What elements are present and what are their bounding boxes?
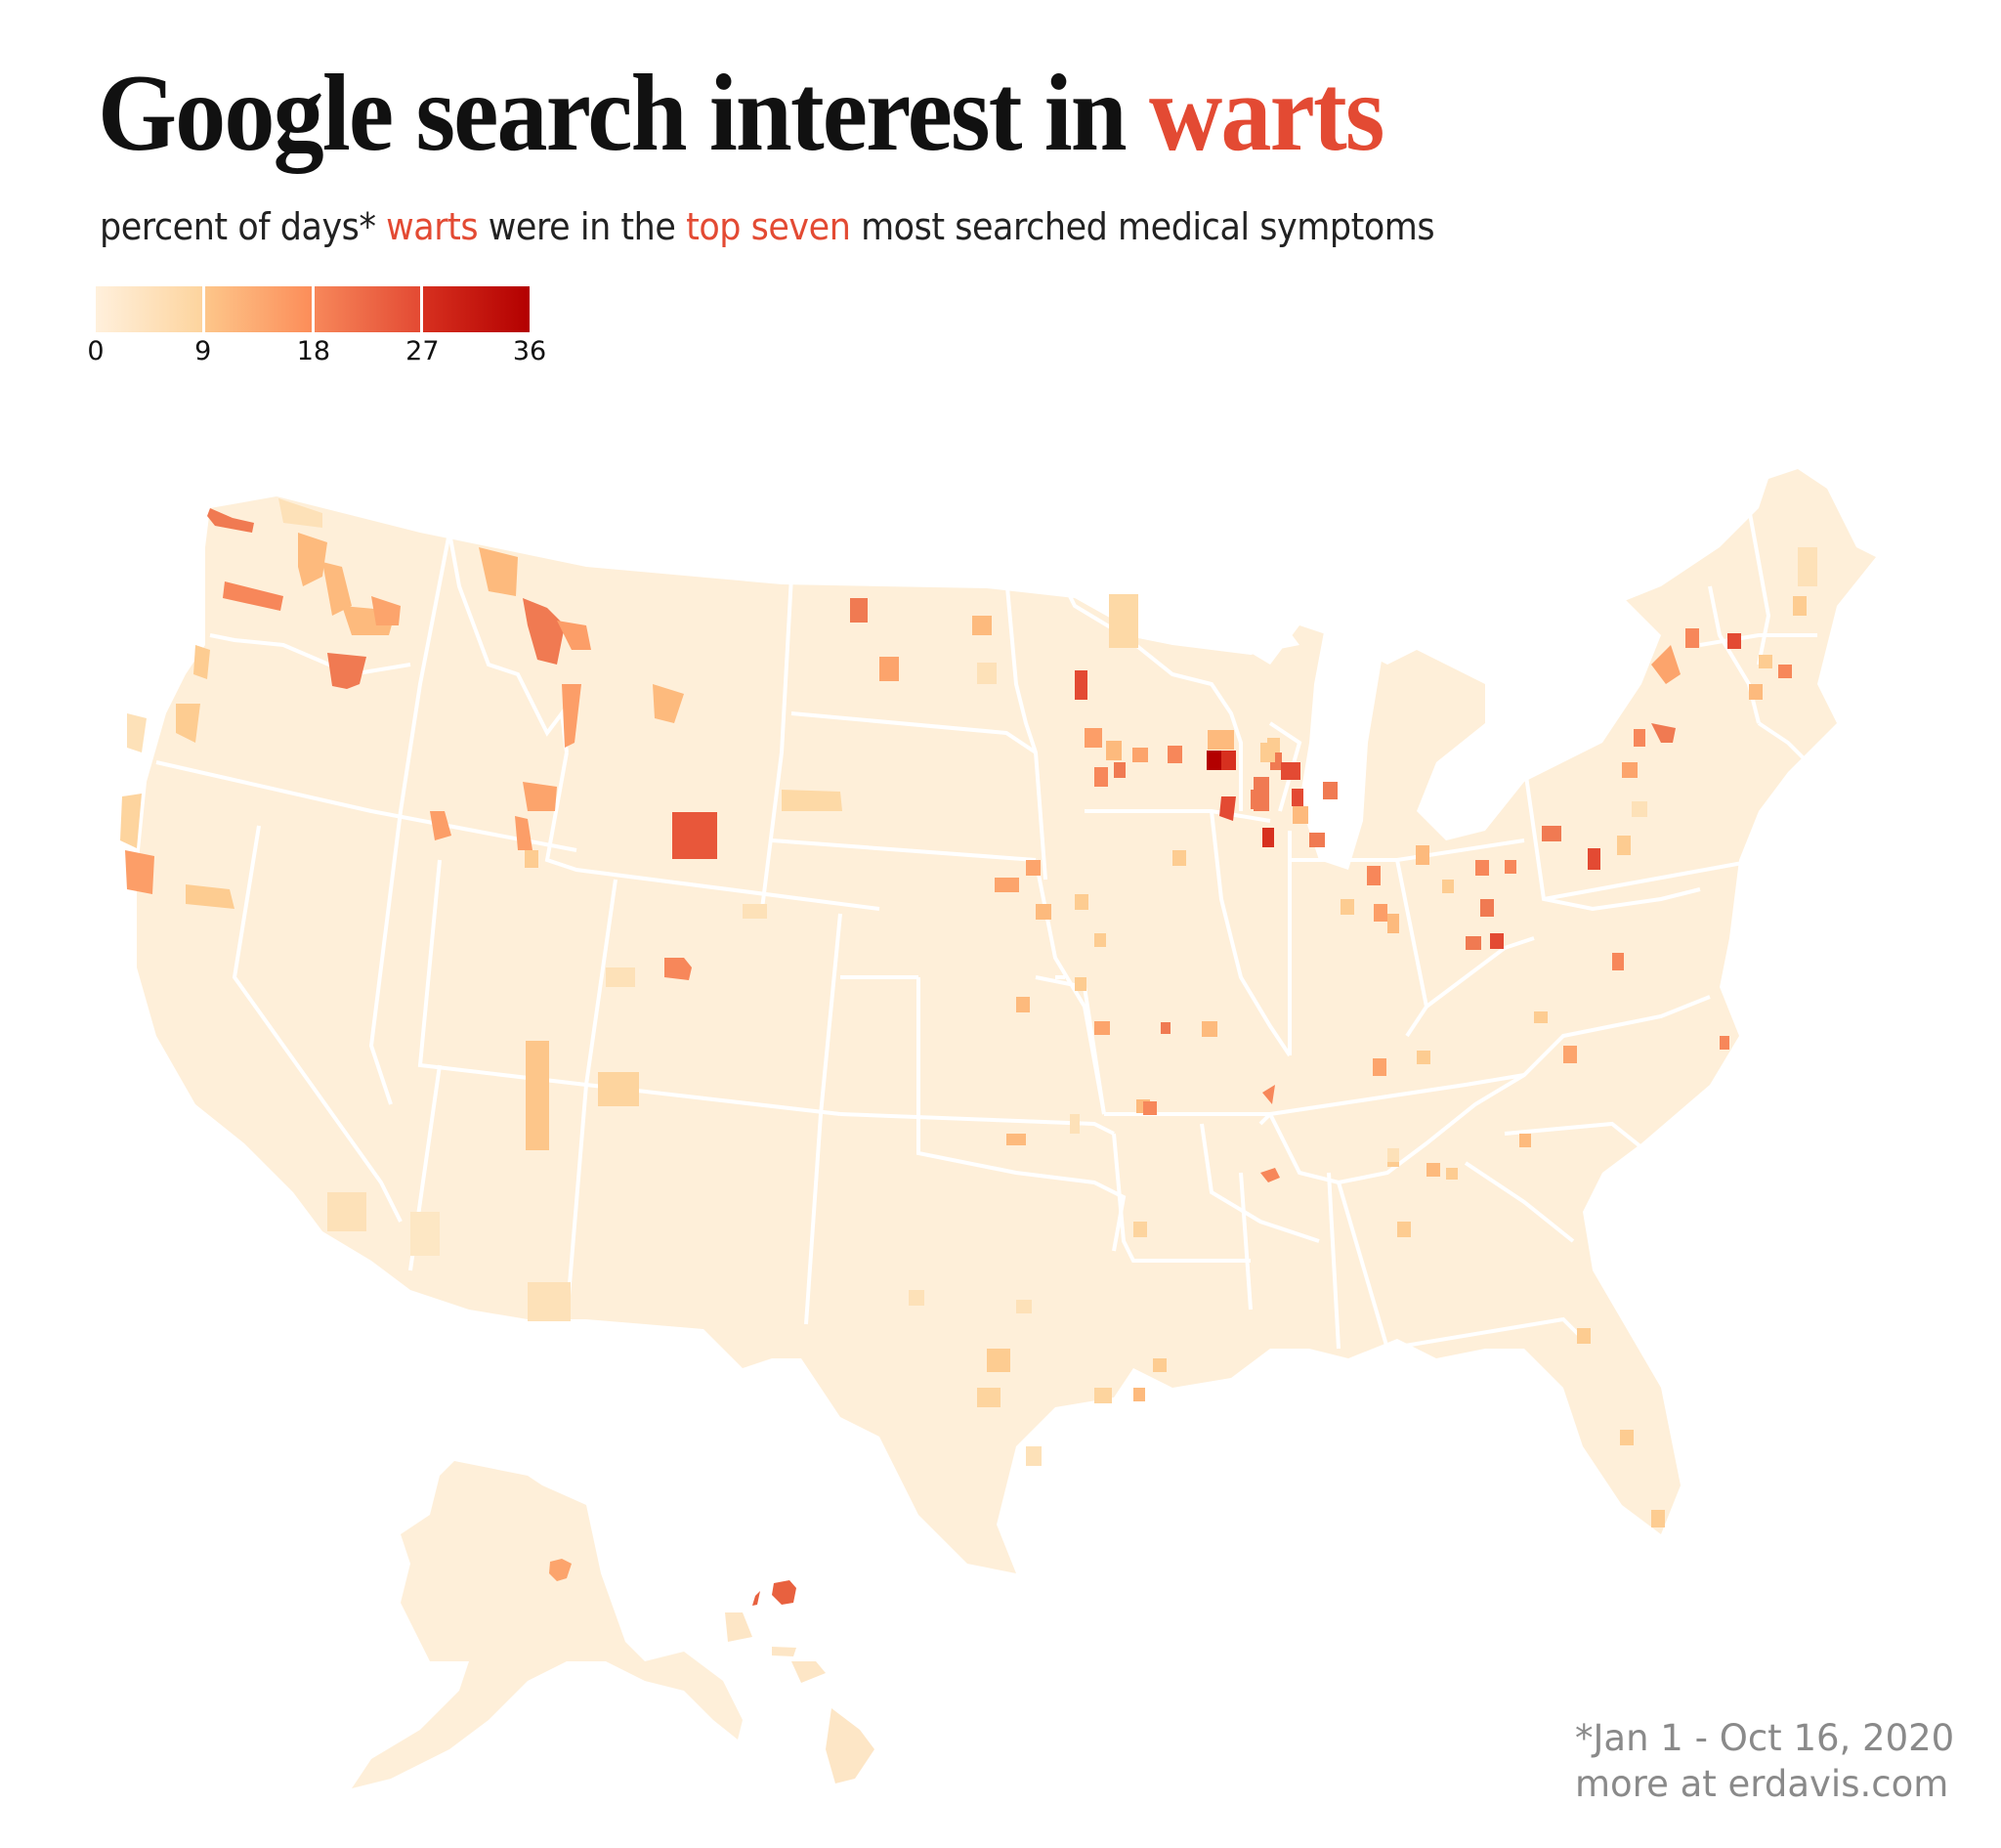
- chart-subtitle: percent of days* warts were in the top s…: [100, 205, 1435, 248]
- legend-tick: 0: [87, 336, 105, 366]
- legend-segment-27-36: [423, 286, 530, 332]
- legend-color-bar: [96, 286, 530, 332]
- subtitle-highlight-warts: warts: [386, 205, 479, 248]
- subtitle-text: percent of days*: [100, 205, 387, 248]
- legend-tick: 18: [296, 336, 331, 366]
- legend-tick: 9: [194, 336, 212, 366]
- hawaii-inset: [725, 1612, 874, 1784]
- chart-title: Google search interest in warts: [98, 59, 1384, 168]
- title-highlight: warts: [1149, 53, 1384, 174]
- legend-tick-labels: 0 9 18 27 36: [87, 336, 546, 375]
- color-legend: 0 9 18 27 36: [87, 286, 546, 375]
- legend-segment-9-18: [204, 286, 312, 332]
- great-lakes: [1124, 586, 1661, 870]
- county-hotspots: [120, 498, 1817, 1606]
- legend-tick: 27: [405, 336, 440, 366]
- subtitle-text: most searched medical symptoms: [850, 205, 1435, 248]
- title-prefix: Google search interest in: [98, 53, 1150, 174]
- source-credit: more at erdavis.com: [1575, 1763, 1949, 1806]
- alaska-inset: [352, 1461, 743, 1788]
- subtitle-text: were in the: [478, 205, 687, 248]
- legend-tick: 36: [512, 336, 547, 366]
- subtitle-highlight-top-seven: top seven: [686, 205, 851, 248]
- footnote: *Jan 1 - Oct 16, 2020 more at erdavis.co…: [1575, 1715, 1954, 1808]
- contiguous-us: [137, 469, 1876, 1573]
- date-range-note: *Jan 1 - Oct 16, 2020: [1575, 1717, 1955, 1759]
- legend-segment-18-27: [314, 286, 421, 332]
- legend-segment-0-9: [96, 286, 202, 332]
